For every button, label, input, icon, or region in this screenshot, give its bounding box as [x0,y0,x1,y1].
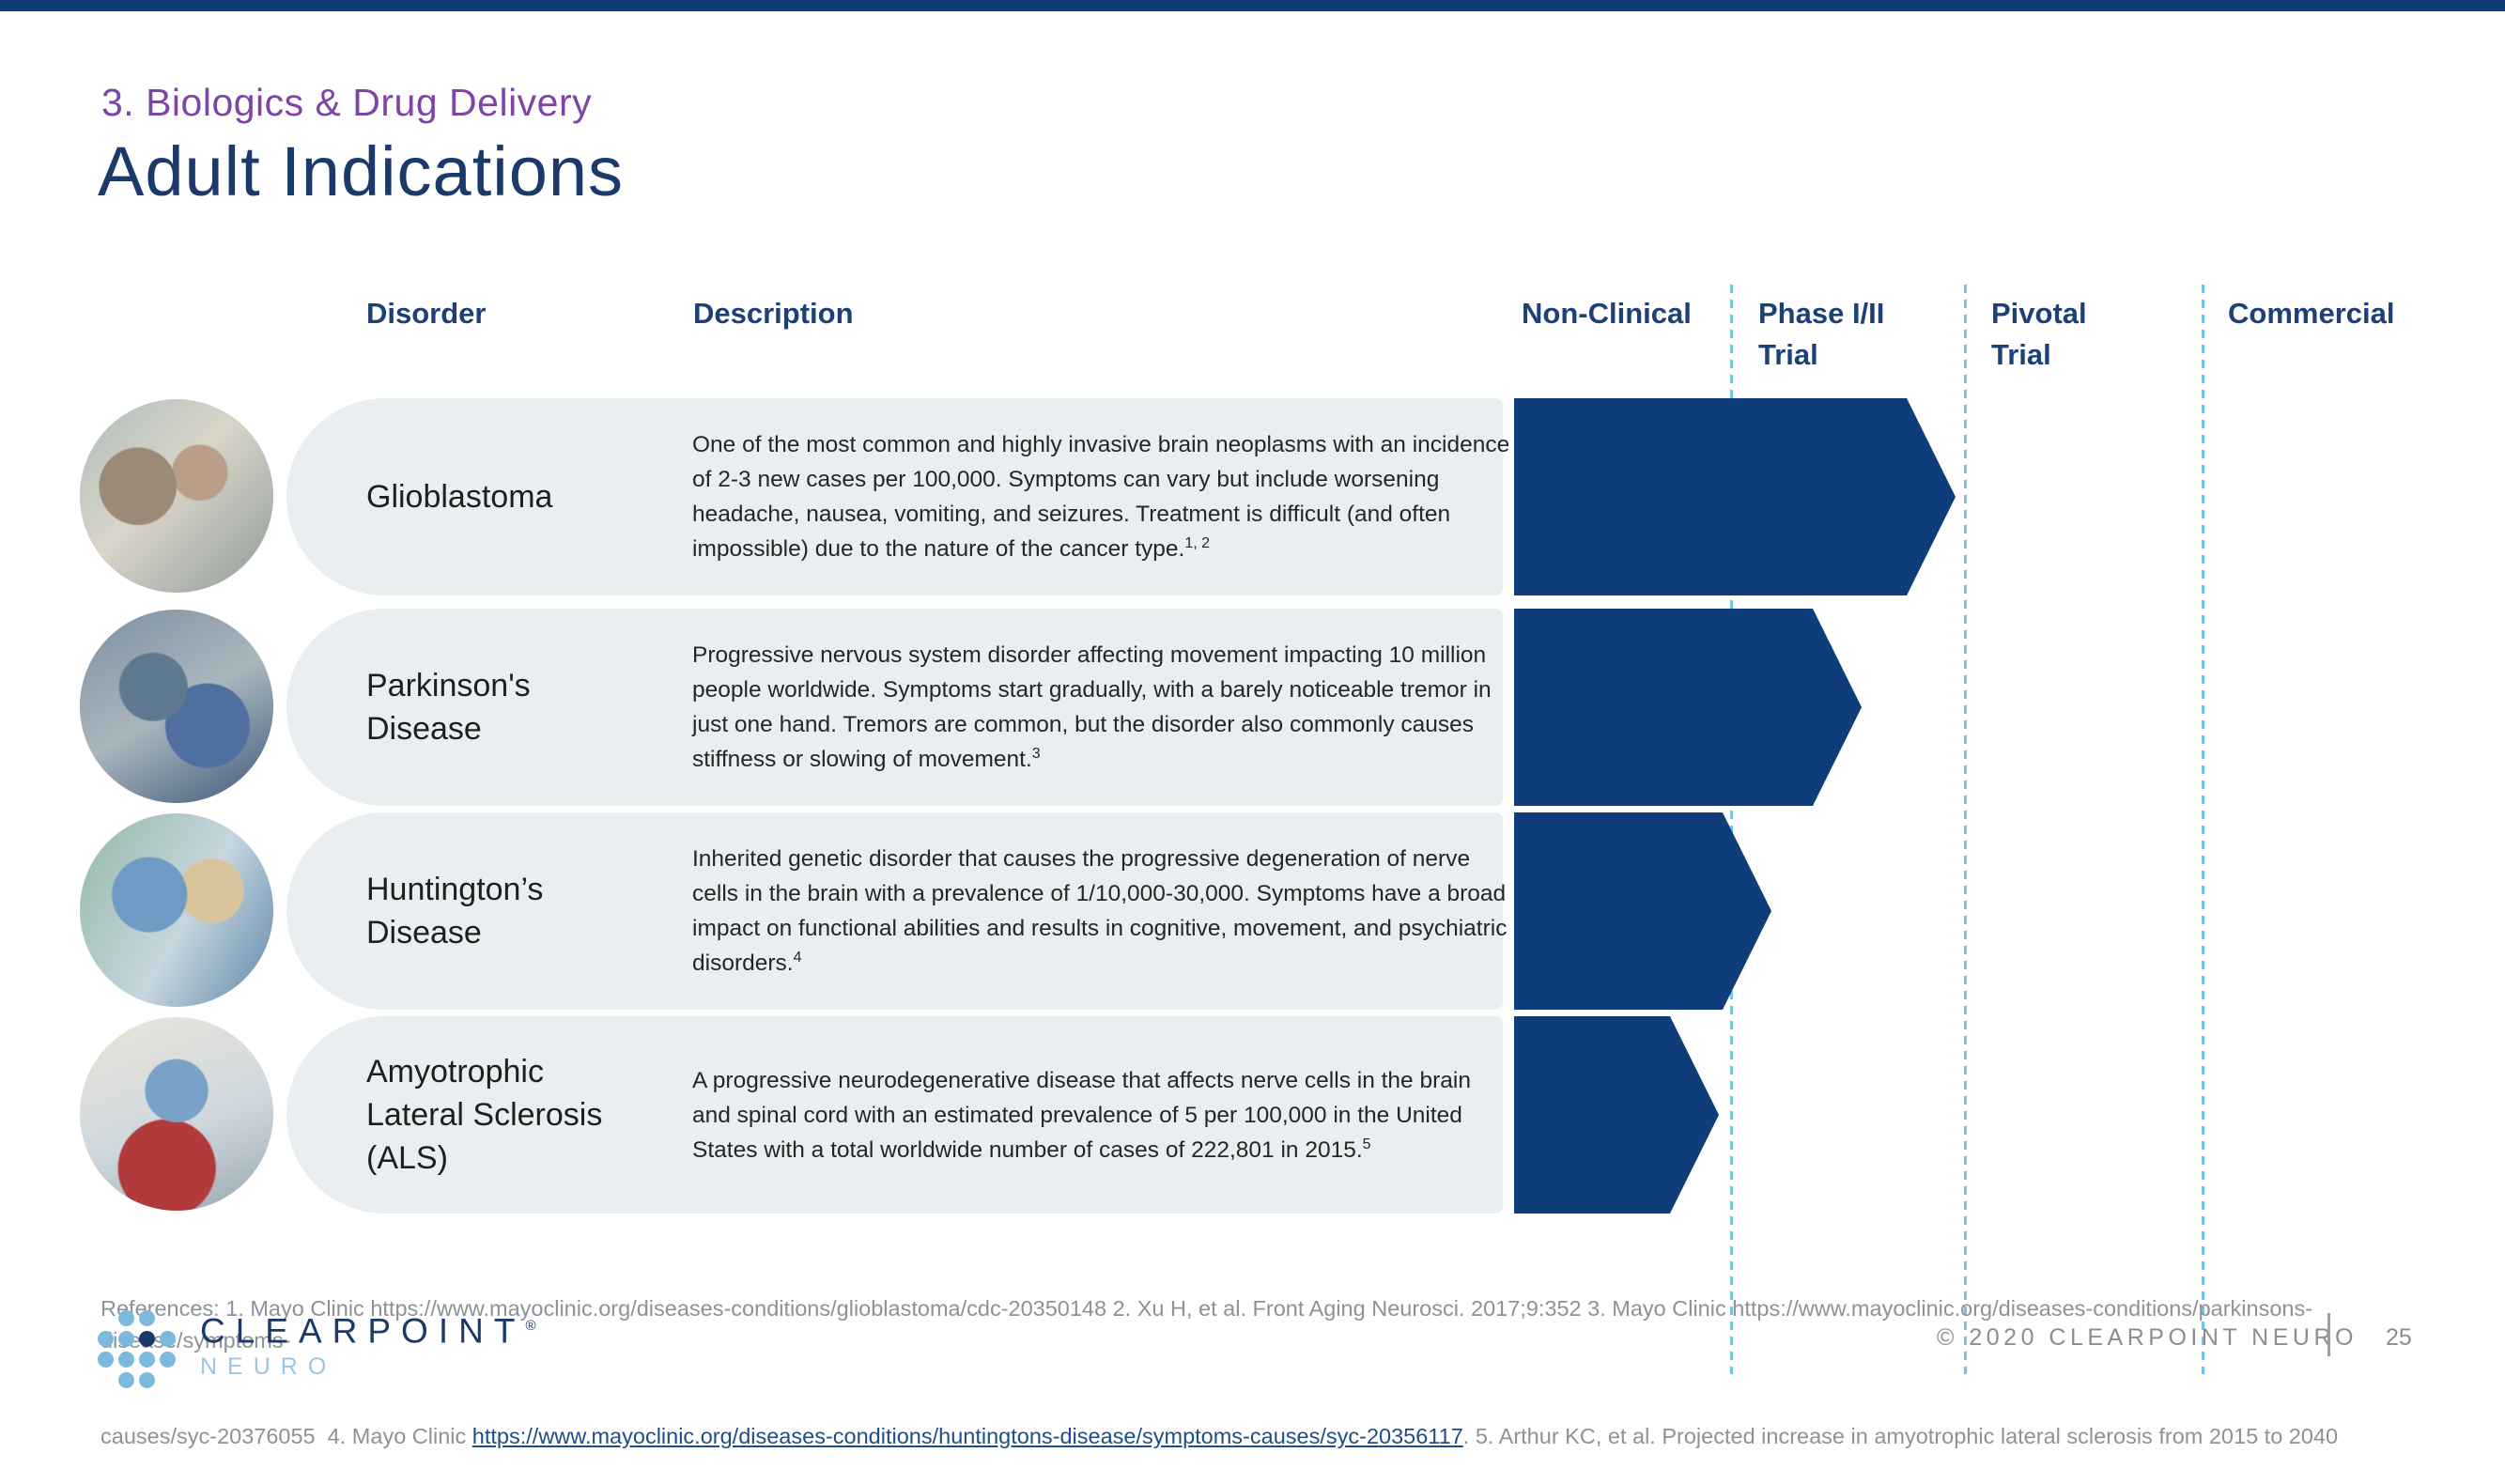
section-kicker: 3. Biologics & Drug Delivery [101,81,593,124]
footer-separator [2327,1313,2330,1356]
progress-arrow [1514,812,1771,1010]
logo-clearpoint-text: CLEARPOINT® [200,1311,536,1351]
copyright-text: © 2020 CLEARPOINT NEURO [1937,1324,2358,1351]
footnote-marker: 5 [1362,1136,1371,1152]
references-line-1: References: 1. Mayo Clinic https://www.m… [101,1296,2313,1353]
disorder-name: Parkinson's Disease [366,668,531,747]
table-row: Parkinson's Disease Progressive nervous … [0,609,2505,806]
row-background: Amyotrophic Lateral Sclerosis (ALS) A pr… [286,1016,1503,1213]
row-background: Glioblastoma One of the most common and … [286,398,1509,595]
table-row: Glioblastoma One of the most common and … [0,398,2505,595]
patient-photo [80,399,273,593]
page-title: Adult Indications [98,132,625,210]
clearpoint-neuro-logo: CLEARPOINT® NEURO [98,1307,536,1388]
footnote-marker: 1, 2 [1184,534,1211,551]
column-header-phase-1-2: Phase I/II Trial [1758,297,1885,371]
patient-photo [80,1017,273,1211]
disorder-name: Amyotrophic Lateral Sclerosis (ALS) [366,1054,603,1176]
phase-divider-line [1730,285,1733,1374]
column-header-description: Description [693,297,854,330]
top-accent-bar [0,0,2505,11]
logo-wordmark: CLEARPOINT® NEURO [200,1307,536,1388]
footnote-marker: 4 [793,949,802,966]
phase-divider-line [2202,285,2204,1374]
disorder-description: Progressive nervous system disorder affe… [692,642,1492,772]
disorder-description: One of the most common and highly invasi… [692,432,1510,562]
page-number: 25 [2386,1324,2412,1351]
progress-arrow [1514,1016,1719,1213]
disorder-description: Inherited genetic disorder that causes t… [692,846,1508,976]
column-header-pivotal: Pivotal Trial [1991,297,2087,371]
disorder-description: A progressive neurodegenerative disease … [692,1067,1471,1163]
phase-divider-line [1964,285,1967,1374]
patient-photo [80,610,273,803]
column-header-disorder: Disorder [366,297,487,330]
logo-dot-grid-icon [98,1310,176,1388]
logo-neuro-text: NEURO [200,1353,337,1381]
disorder-name: Huntington’s Disease [366,872,544,951]
registered-mark: ® [525,1318,536,1334]
progress-arrow [1514,398,1956,595]
patient-photo [80,813,273,1007]
footnote-marker: 3 [1031,745,1041,762]
column-header-commercial: Commercial [2228,297,2395,330]
progress-arrow [1514,609,1862,806]
disorder-name: Glioblastoma [366,479,553,515]
column-header-non-clinical: Non-Clinical [1522,297,1692,330]
table-row: Huntington’s Disease Inherited genetic d… [0,812,2505,1010]
table-row: Amyotrophic Lateral Sclerosis (ALS) A pr… [0,1016,2505,1213]
row-background: Huntington’s Disease Inherited genetic d… [286,812,1507,1010]
huntingtons-reference-link[interactable]: https://www.mayoclinic.org/diseases-cond… [472,1424,1463,1448]
references-line-2: causes/syc-20376055 4. Mayo Clinic https… [101,1424,2339,1448]
row-background: Parkinson's Disease Progressive nervous … [286,609,1503,806]
